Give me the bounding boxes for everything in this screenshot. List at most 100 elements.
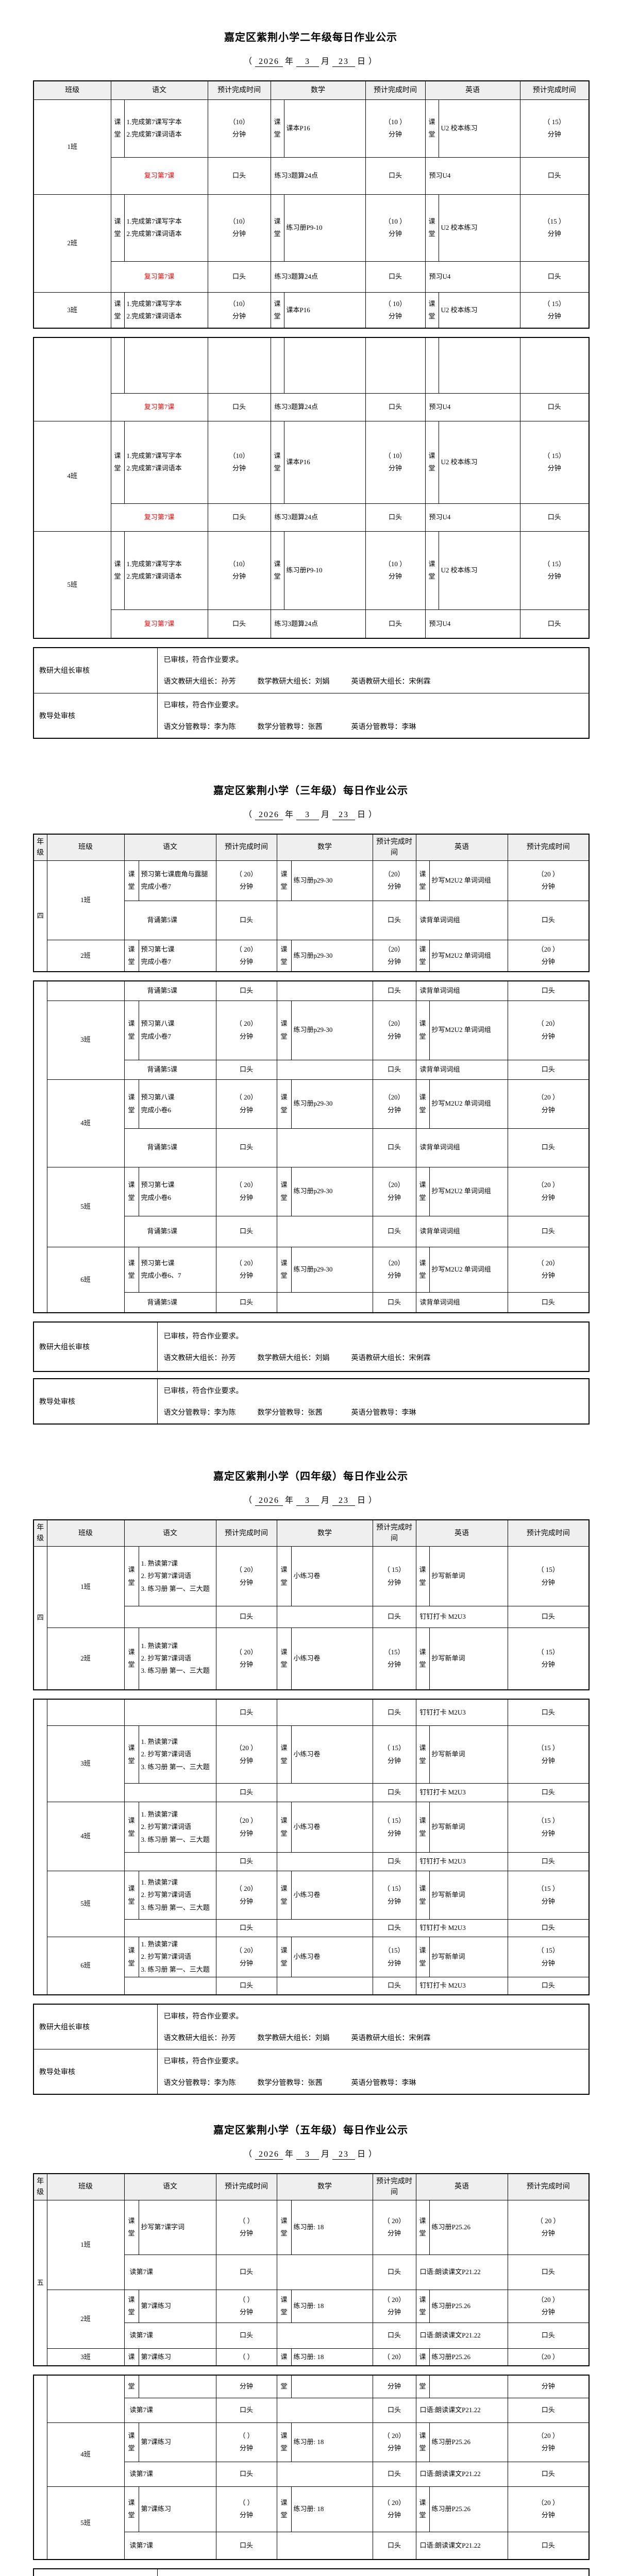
column-header: 预计完成时间 xyxy=(372,2173,416,2200)
ketang-cell: 课堂 xyxy=(124,1725,139,1784)
table-row: 4班 课堂 1.完成第7课写字本 2.完成第7课词语本 （10） 分钟 课堂 课本P16 （… xyxy=(33,420,590,532)
column-header: 数学 xyxy=(270,80,366,100)
column-header: 预计完成时间 xyxy=(507,1519,590,1547)
ketang-cell: 课堂 xyxy=(270,194,284,262)
time-cell: （ 20） 分钟 xyxy=(372,2486,416,2532)
table-row: 5班 课堂 预习第七课 完成小卷6 （ 20） 分钟 课堂 练习册p29-30 （20） 分… xyxy=(33,1166,590,1247)
column-header: 预计完成时间 xyxy=(215,834,277,861)
time-cell: （ 20） 分钟 xyxy=(507,1000,590,1060)
date-year-label: 年 xyxy=(284,1496,294,1505)
review-content: 已审核，符合作业要求。语文教研大组长：孙芳 数学教研大组长：刘娟 英语教研大组长… xyxy=(157,1321,590,1372)
subject-cell-英语: 抄写M2U2 单词词组 xyxy=(429,860,508,901)
column-header: 预计完成时间 xyxy=(372,834,416,861)
date-open: （ xyxy=(243,810,253,819)
date-year-label: 年 xyxy=(284,810,294,819)
time-cell: （20） 分钟 xyxy=(372,1166,416,1216)
date-open: （ xyxy=(243,57,253,66)
class-cell: 5班 xyxy=(46,2486,125,2560)
table-row: 2班 课堂 1. 熟读第7课 2. 抄写第7课词语 3. 练习册 第一、三大题（ 2… xyxy=(33,1628,590,1690)
subject-cell-语文: 第7课练习 xyxy=(138,2486,216,2532)
time-cell: 口头 xyxy=(372,2254,416,2290)
subject-cell-数学: 练习册P9-10 xyxy=(283,194,366,262)
column-header: 英语 xyxy=(415,2173,508,2200)
subject-cell-语文: 背诵第5课 xyxy=(124,980,216,1001)
time-cell: （ 15） 分钟 xyxy=(519,420,590,504)
subject-cell-数学: 小练习卷 xyxy=(291,1725,373,1784)
time-cell: （20） 分钟 xyxy=(372,1000,416,1060)
time-cell: 分钟 xyxy=(215,2375,277,2398)
subject-cell-英语: 读背单词词组 xyxy=(415,980,508,1001)
time-cell: 口头 xyxy=(507,2461,590,2487)
ketang-cell: 课堂 xyxy=(415,2199,430,2255)
time-cell: （ 15） 分钟 xyxy=(519,531,590,610)
subject-cell-英语: 抄写新单词 xyxy=(429,1937,508,1977)
homework-table: 复习第7课 口头 练习3题算24点 口头 预习U4 口头 4班 课堂 1.完成第7课写字本 2.… xyxy=(33,337,590,639)
column-header: 预计完成时间 xyxy=(507,2173,590,2200)
section-grade5: 嘉定区紫荆小学（五年级）每日作业公示 （2026 年 3 月 23 日） 年级 班级 语文 预计… xyxy=(33,2122,590,2576)
subject-cell-语文: 复习第7课 xyxy=(110,157,208,195)
ketang-cell: 课堂 xyxy=(415,1546,430,1606)
subject-cell-英语: U2 校本练习 xyxy=(438,292,520,329)
date-day-label: 日 xyxy=(357,57,367,66)
homework-table: 年级 班级 语文 预计完成时间 数学 预计完成时间 英语 预计完成时间四 1班 课堂 预习第七课鹿角… xyxy=(33,833,590,972)
time-cell: 口头 xyxy=(372,2531,416,2560)
time-cell: 口头 xyxy=(372,1606,416,1628)
column-header: 年级 xyxy=(33,2173,47,2200)
table-row: 3班课第7课练习（ ）课练习册: 18 （ 20）课练习册P25.26 （20 ） xyxy=(33,2348,590,2366)
class-cell xyxy=(33,337,111,421)
tables-grade3: 年级 班级 语文 预计完成时间 数学 预计完成时间 英语 预计完成时间四 1班 课堂 预习第七课鹿角… xyxy=(33,833,590,1425)
subject-cell-语文: 1. 熟读第7课 2. 抄写第7课词语 3. 练习册 第一、三大题 xyxy=(138,1871,216,1920)
ketang-cell: 课堂 xyxy=(415,1000,430,1060)
subject-cell-英语: 读背单词词组 xyxy=(415,1059,508,1080)
time-cell: 口头 xyxy=(215,900,277,940)
subject-cell-语文: 背诵第5课 xyxy=(124,1215,216,1247)
subject-cell-数学: 小练习卷 xyxy=(291,1937,373,1977)
time-cell: 口头 xyxy=(507,1606,590,1628)
ketang-cell: 课堂 xyxy=(415,1246,430,1293)
subject-cell-语文 xyxy=(138,2375,216,2398)
review-label: 教导处审核 xyxy=(33,692,158,738)
ketang-cell: 课堂 xyxy=(276,1000,292,1060)
subject-cell-英语: 抄写M2U2 单词词组 xyxy=(429,1000,508,1060)
subject-cell-语文: 复习第7课 xyxy=(110,261,208,293)
column-header: 预计完成时间 xyxy=(519,80,590,100)
ketang-cell: 课堂 xyxy=(276,1871,292,1920)
time-cell: （20 ） xyxy=(507,2348,590,2366)
subject-cell-英语: 读背单词词组 xyxy=(415,1215,508,1247)
table-row: 6班 课堂 预习第七课 完成小卷6、7 （ 20） 分钟 课堂 练习册p29-30 （20）… xyxy=(33,1246,590,1313)
ketang-cell: 课 xyxy=(415,2348,430,2366)
table-row: 背诵第5课 口头 口头 读背单词词组 口头 xyxy=(33,1292,590,1313)
time-cell: （ 20） 分钟 xyxy=(215,1166,277,1216)
date-day: 23 xyxy=(332,810,355,820)
time-cell: 口头 xyxy=(207,609,271,639)
subject-cell-语文 xyxy=(124,337,208,394)
subject-cell-数学 xyxy=(276,1059,373,1080)
subject-cell-英语: 练习册P25.26 xyxy=(429,2422,508,2462)
subject-cell-英语: 抄写新单词 xyxy=(429,1802,508,1853)
time-cell: （15 ） 分钟 xyxy=(519,194,590,262)
review-line: 已审核，符合作业要求。 xyxy=(163,656,243,665)
column-header: 英语 xyxy=(415,834,508,861)
time-cell: （20） 分钟 xyxy=(372,1079,416,1129)
subject-cell-英语: 口语:朗读课文P21.22 xyxy=(415,2531,508,2560)
ketang-cell xyxy=(425,337,439,394)
time-cell: （ ） 分钟 xyxy=(215,2486,277,2532)
review-line: 已审核，符合作业要求。 xyxy=(163,2057,243,2065)
review-line: 语文教研大组长：孙芳 数学教研大组长：刘娟 英语教研大组长：宋俐霖 xyxy=(163,678,431,686)
ketang-cell: 课堂 xyxy=(276,2199,292,2255)
table-row: 5班 课堂 1.完成第7课写字本 2.完成第7课词语本 （10） 分钟 课堂 练习册P9-… xyxy=(33,531,590,639)
time-cell: 口头 xyxy=(215,1059,277,1080)
time-cell: （15） 分钟 xyxy=(372,1628,416,1690)
ketang-cell: 课堂 xyxy=(415,1802,430,1853)
table-row: 2班 课堂 1.完成第7课写字本 2.完成第7课词语本 （10） 分钟 课堂 练习册P9-… xyxy=(33,194,590,293)
class-cell: 1班 xyxy=(33,99,111,195)
time-cell xyxy=(365,337,426,394)
subject-cell-英语: 练习册P25.26 xyxy=(429,2486,508,2532)
subject-cell-数学 xyxy=(291,2375,373,2398)
column-header: 预计完成时间 xyxy=(207,80,271,100)
subject-cell-数学: 练习册p29-30 xyxy=(291,1079,373,1129)
table-row: 年级 班级 语文 预计完成时间 数学 预计完成时间 英语 预计完成时间 xyxy=(33,834,590,861)
time-cell: 口头 xyxy=(215,1977,277,1995)
subject-cell-英语: U2 校本练习 xyxy=(438,531,520,610)
time-cell: 口头 xyxy=(215,1699,277,1726)
